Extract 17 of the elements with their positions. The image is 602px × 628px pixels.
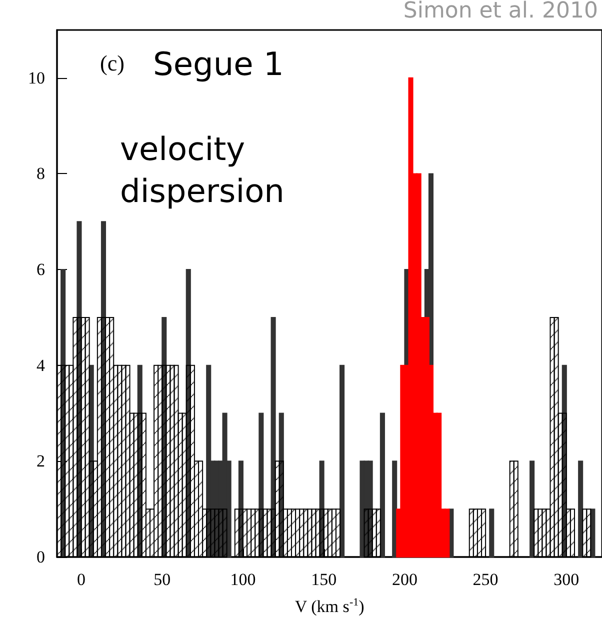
- x-tick-label: 250: [472, 570, 498, 589]
- x-tick-label: 50: [154, 570, 171, 589]
- x-tick-label: 200: [392, 570, 418, 589]
- text: Simon et al. 2010: [403, 0, 598, 24]
- annotation: (c): [100, 50, 124, 76]
- y-tick-label: 8: [36, 164, 45, 184]
- annotation: Segue 1: [153, 45, 284, 83]
- x-tick-label: 300: [554, 570, 580, 589]
- x-tick-label: 100: [230, 570, 256, 589]
- x-tick-label: 0: [77, 570, 86, 589]
- y-tick-label: 0: [36, 548, 45, 566]
- y-tick-label: 2: [36, 452, 45, 471]
- y-tick-label: 6: [36, 260, 45, 280]
- y-tick-label: 4: [36, 356, 46, 375]
- annotation: velocity dispersion: [120, 130, 284, 210]
- y-tick-label: 10: [28, 68, 45, 88]
- x-tick-label: 150: [311, 570, 337, 589]
